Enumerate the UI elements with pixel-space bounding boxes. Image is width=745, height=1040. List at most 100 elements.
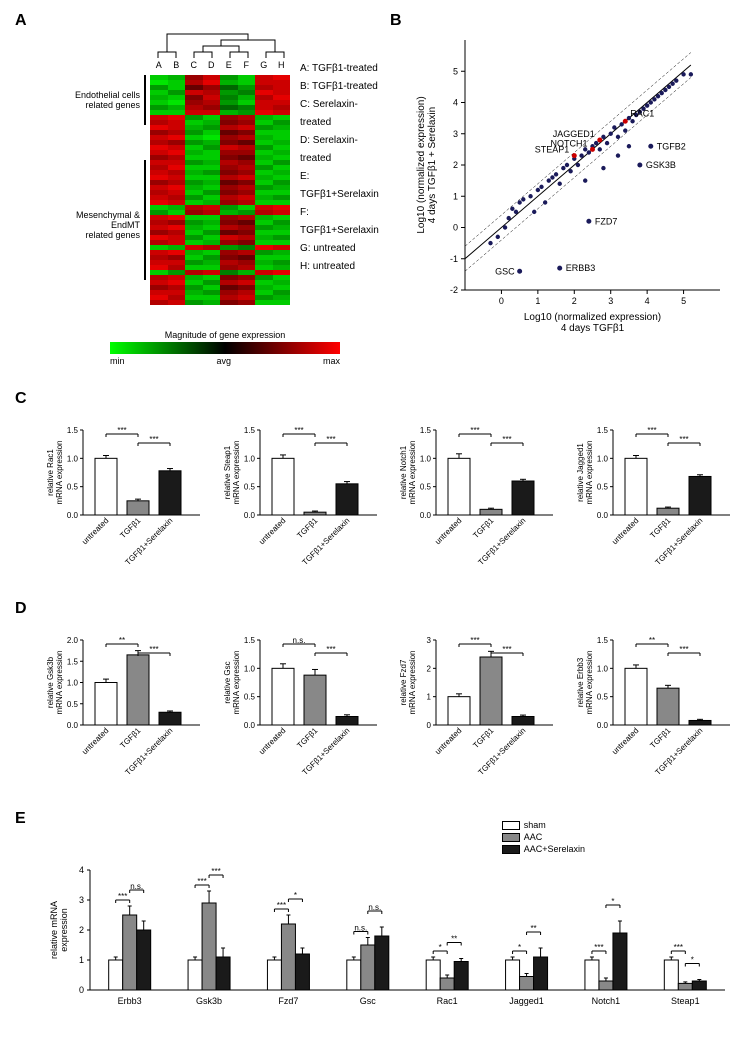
- row-group-bar: [144, 160, 146, 280]
- svg-text:mRNA expression: mRNA expression: [408, 440, 417, 504]
- row-group-label: Endothelial cellsrelated genes: [50, 90, 140, 110]
- svg-text:1.0: 1.0: [597, 454, 609, 463]
- legend-item: A: TGFβ1-treated: [300, 60, 380, 78]
- svg-text:n.s.: n.s.: [130, 882, 143, 891]
- svg-text:1: 1: [427, 693, 432, 702]
- svg-text:relative Jagged1: relative Jagged1: [576, 443, 585, 502]
- svg-text:***: ***: [679, 645, 688, 654]
- svg-text:relative mRNA: relative mRNA: [49, 901, 59, 959]
- svg-text:mRNA expression: mRNA expression: [585, 440, 594, 504]
- svg-text:RAC1: RAC1: [630, 108, 654, 118]
- color-scale-label: Magnitude of gene expression: [110, 330, 340, 340]
- bar-chart-erbb3: 0.00.51.01.5untreatedTGFβ1TGFβ1+Serelaxi…: [575, 620, 735, 795]
- svg-text:***: ***: [647, 426, 656, 435]
- legend-item: D: Serelaxin-treated: [300, 132, 380, 168]
- svg-text:GSK3B: GSK3B: [646, 160, 676, 170]
- svg-text:***: ***: [471, 426, 480, 435]
- svg-text:FZD7: FZD7: [595, 216, 618, 226]
- panel-e-chart: 01234***n.s.Erbb3******Gsk3b****Fzd7n.s.…: [45, 840, 735, 1030]
- legend-item: C: Serelaxin-treated: [300, 96, 380, 132]
- svg-text:***: ***: [277, 901, 286, 910]
- bar-chart-notch1: 0.00.51.01.5untreatedTGFβ1TGFβ1+Serelaxi…: [398, 410, 558, 585]
- svg-text:5: 5: [453, 66, 458, 76]
- svg-text:1.0: 1.0: [597, 664, 609, 673]
- svg-text:3: 3: [427, 636, 432, 645]
- svg-text:mRNA expression: mRNA expression: [232, 650, 241, 714]
- svg-text:untreated: untreated: [610, 726, 640, 756]
- svg-text:relative Notch1: relative Notch1: [399, 445, 408, 499]
- svg-text:untreated: untreated: [80, 726, 110, 756]
- col-label: F: [238, 60, 256, 74]
- svg-text:0.0: 0.0: [597, 511, 609, 520]
- svg-text:untreated: untreated: [257, 726, 287, 756]
- svg-text:0.5: 0.5: [597, 693, 609, 702]
- svg-text:***: ***: [674, 943, 683, 952]
- svg-text:***: ***: [326, 645, 335, 654]
- col-label: A: [150, 60, 168, 74]
- svg-text:*: *: [518, 943, 521, 952]
- svg-text:4: 4: [645, 296, 650, 306]
- svg-text:TGFβ1: TGFβ1: [295, 516, 319, 540]
- svg-text:GSC: GSC: [495, 266, 515, 276]
- svg-text:***: ***: [471, 636, 480, 645]
- color-scale: Magnitude of gene expression min avg max: [110, 330, 340, 370]
- svg-text:2: 2: [453, 160, 458, 170]
- svg-text:0.5: 0.5: [67, 700, 79, 709]
- bar-chart-rac1: 0.00.51.01.5untreatedTGFβ1TGFβ1+Serelaxi…: [45, 410, 205, 585]
- svg-text:ERBB3: ERBB3: [566, 263, 596, 273]
- svg-text:1.0: 1.0: [420, 454, 432, 463]
- svg-text:TGFβ1: TGFβ1: [118, 516, 142, 540]
- svg-text:1.0: 1.0: [67, 679, 79, 688]
- panel-label-e: E: [15, 810, 26, 828]
- panel-d-row: 0.00.51.01.52.0untreatedTGFβ1TGFβ1+Serel…: [45, 620, 735, 795]
- legend-label: AAC+Serelaxin: [524, 844, 585, 854]
- svg-text:0.0: 0.0: [244, 721, 256, 730]
- svg-text:TGFβ1: TGFβ1: [472, 516, 496, 540]
- svg-text:0.0: 0.0: [597, 721, 609, 730]
- svg-text:1.5: 1.5: [244, 636, 256, 645]
- svg-text:***: ***: [594, 943, 603, 952]
- panel-label-c: C: [15, 390, 27, 408]
- legend-swatch: [502, 833, 520, 842]
- panel-b-scatter: 012345-2-1012345RAC1JAGGED1NOTCH1STEAP1T…: [410, 30, 730, 350]
- svg-text:***: ***: [118, 892, 127, 901]
- heatmap-cell: [203, 300, 221, 305]
- svg-text:0: 0: [79, 985, 84, 995]
- svg-text:Jagged1: Jagged1: [509, 996, 544, 1006]
- svg-text:1: 1: [453, 191, 458, 201]
- svg-text:-1: -1: [450, 254, 458, 264]
- col-label: E: [220, 60, 238, 74]
- svg-text:***: ***: [117, 426, 126, 435]
- svg-text:Notch1: Notch1: [592, 996, 621, 1006]
- panel-e-legend: shamAACAAC+Serelaxin: [502, 820, 585, 856]
- svg-text:Rac1: Rac1: [437, 996, 458, 1006]
- panel-a-heatmap: ABCDEFGH Endothelial cellsrelated genesM…: [50, 30, 380, 370]
- svg-text:1.0: 1.0: [244, 664, 256, 673]
- svg-text:1.0: 1.0: [67, 454, 79, 463]
- svg-text:TGFβ1: TGFβ1: [118, 726, 142, 750]
- color-scale-bar: [110, 342, 340, 354]
- heatmap-cell: [238, 300, 256, 305]
- svg-text:0.5: 0.5: [67, 483, 79, 492]
- svg-text:TGFβ1: TGFβ1: [648, 726, 672, 750]
- svg-text:4 days TGFβ1: 4 days TGFβ1: [561, 323, 625, 334]
- svg-text:*: *: [611, 897, 614, 906]
- svg-text:0: 0: [499, 296, 504, 306]
- legend-item: E: TGFβ1+Serelaxin: [300, 168, 380, 204]
- svg-text:***: ***: [503, 435, 512, 444]
- svg-text:3: 3: [608, 296, 613, 306]
- svg-text:1.5: 1.5: [420, 426, 432, 435]
- svg-text:*: *: [439, 943, 442, 952]
- row-group-bar: [144, 75, 146, 125]
- svg-text:Erbb3: Erbb3: [118, 996, 142, 1006]
- svg-text:0.5: 0.5: [420, 483, 432, 492]
- svg-text:0.5: 0.5: [597, 483, 609, 492]
- svg-text:0: 0: [453, 223, 458, 233]
- legend-item: H: untreated: [300, 258, 380, 276]
- panel-label-b: B: [390, 12, 402, 30]
- heatmap-cell: [255, 300, 273, 305]
- svg-text:relative Fzd7: relative Fzd7: [399, 659, 408, 705]
- panel-label-d: D: [15, 600, 27, 618]
- svg-text:Log10 (normalized expression): Log10 (normalized expression): [416, 96, 427, 233]
- svg-text:0: 0: [427, 721, 432, 730]
